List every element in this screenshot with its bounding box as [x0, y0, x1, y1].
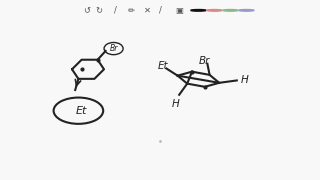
Text: ✕: ✕	[144, 6, 151, 15]
Ellipse shape	[223, 10, 238, 11]
Text: H: H	[172, 99, 179, 109]
Text: ↻: ↻	[96, 6, 103, 15]
Text: Et: Et	[76, 106, 87, 116]
Ellipse shape	[239, 10, 254, 11]
Text: ✏: ✏	[128, 6, 135, 15]
Text: Br: Br	[109, 44, 118, 53]
Ellipse shape	[191, 10, 206, 11]
Text: Br: Br	[198, 55, 210, 66]
Text: ↺: ↺	[83, 6, 90, 15]
Text: /: /	[114, 6, 116, 15]
Text: ▣: ▣	[175, 6, 183, 15]
Text: H: H	[241, 75, 249, 86]
Text: /: /	[159, 6, 161, 15]
Text: Et: Et	[158, 61, 169, 71]
Ellipse shape	[207, 10, 222, 11]
